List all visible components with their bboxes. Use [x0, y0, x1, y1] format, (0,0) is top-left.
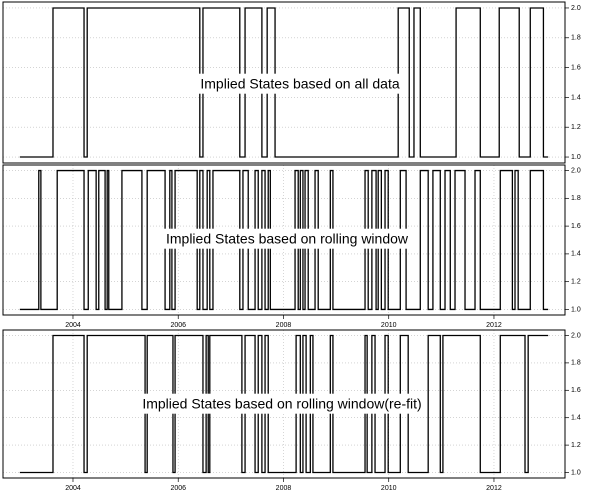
annotation-bg	[197, 73, 403, 94]
y-tick-label: 1.8	[571, 35, 581, 42]
y-tick-label: 1.4	[571, 415, 581, 422]
x-tick-label: 2008	[276, 485, 292, 492]
y-tick-label: 1.4	[571, 94, 581, 101]
annotation: Implied States based on all data	[200, 76, 399, 92]
x-tick-label: 2010	[381, 485, 397, 492]
y-tick-label: 1.8	[571, 195, 581, 202]
annotation: Implied States based on rolling window	[166, 231, 409, 247]
y-tick-label: 1.4	[571, 251, 581, 258]
panel-frame	[2, 1, 566, 164]
x-tick-label: 2008	[276, 322, 292, 329]
x-tick-label: 2004	[65, 322, 81, 329]
x-tick-label: 2012	[486, 485, 502, 492]
y-tick-label: 1.0	[571, 469, 581, 476]
y-tick-label: 1.6	[571, 223, 581, 230]
annotation-bg	[139, 393, 425, 414]
x-tick-label: 2006	[170, 485, 186, 492]
x-tick-label: 2010	[381, 322, 397, 329]
panel-frame	[2, 329, 566, 479]
y-tick-label: 2.0	[571, 5, 581, 12]
state-line	[19, 7, 549, 158]
y-tick-label: 1.0	[571, 154, 581, 161]
y-tick-label: 2.0	[571, 332, 581, 339]
y-tick-label: 1.2	[571, 124, 581, 131]
annotation-bg	[162, 228, 412, 249]
x-tick-label: 2006	[170, 322, 186, 329]
y-tick-label: 1.2	[571, 442, 581, 449]
y-tick-label: 1.8	[571, 360, 581, 367]
x-tick-label: 2004	[65, 485, 81, 492]
panel-frame	[2, 164, 566, 316]
annotation: Implied States based on rolling window(r…	[142, 396, 421, 412]
y-tick-label: 1.0	[571, 306, 581, 313]
y-tick-label: 2.0	[571, 167, 581, 174]
y-tick-label: 1.6	[571, 387, 581, 394]
state-line	[19, 169, 549, 311]
y-tick-label: 1.2	[571, 279, 581, 286]
x-tick-label: 2012	[486, 322, 502, 329]
y-tick-label: 1.6	[571, 64, 581, 71]
